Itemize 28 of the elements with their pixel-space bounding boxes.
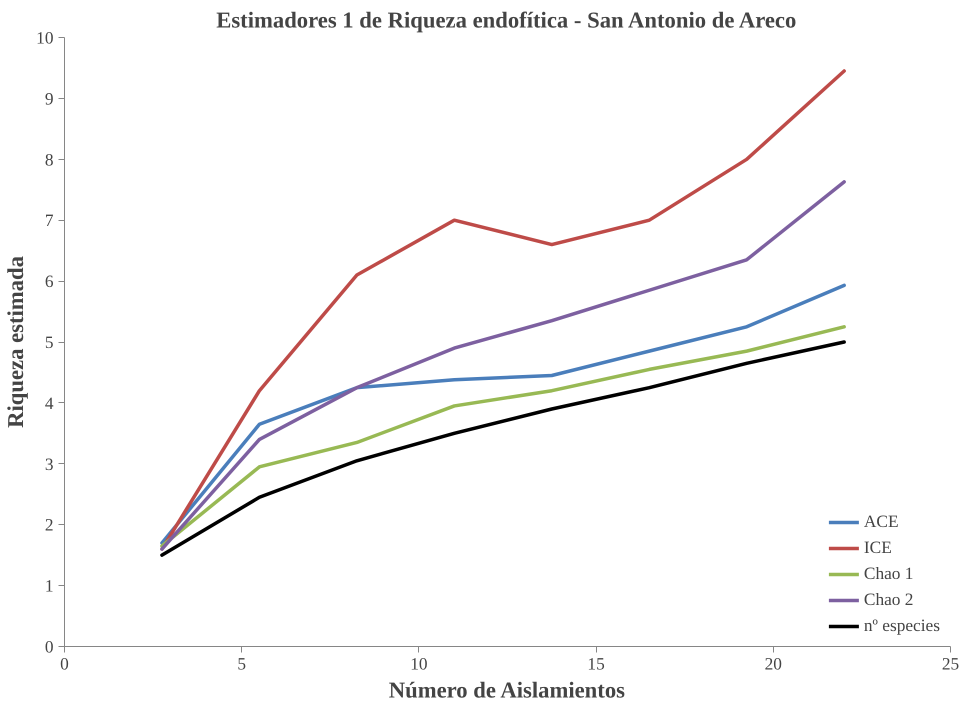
line-series <box>160 69 846 551</box>
y-tick-label: 4 <box>44 394 54 413</box>
y-tick-label: 1 <box>44 576 54 596</box>
x-axis-title: Número de Aislamientos <box>388 678 626 702</box>
x-tick-label: 25 <box>942 654 960 674</box>
y-axis-title: Riqueza estimada <box>3 256 28 428</box>
y-tick-label: 0 <box>44 638 54 656</box>
y-tick-label: 9 <box>44 89 54 108</box>
x-tick-label: 10 <box>410 654 428 674</box>
y-tick-label: 6 <box>44 272 54 292</box>
line-series <box>160 284 846 545</box>
legend-label: Chao 1 <box>864 564 914 584</box>
y-tick-label: 8 <box>44 150 54 170</box>
legend-label: ACE <box>864 512 899 532</box>
y-tick-label: 5 <box>44 333 54 352</box>
chart-title: Estimadores 1 de Riqueza endofítica - San Antonio de Areco <box>216 8 796 32</box>
y-tick-label: 10 <box>36 28 54 48</box>
legend-label: nº especies <box>864 616 940 636</box>
legend-label: ICE <box>864 538 892 558</box>
y-tick-label: 2 <box>44 516 54 535</box>
y-tick-label: 3 <box>44 454 54 474</box>
x-tick-label: 5 <box>237 654 246 674</box>
legend-label: Chao 2 <box>864 590 914 610</box>
x-tick-label: 0 <box>60 654 69 674</box>
x-tick-label: 15 <box>587 654 605 674</box>
line-series <box>160 180 846 551</box>
y-tick-label: 7 <box>44 211 54 230</box>
x-tick-label: 20 <box>764 654 782 674</box>
